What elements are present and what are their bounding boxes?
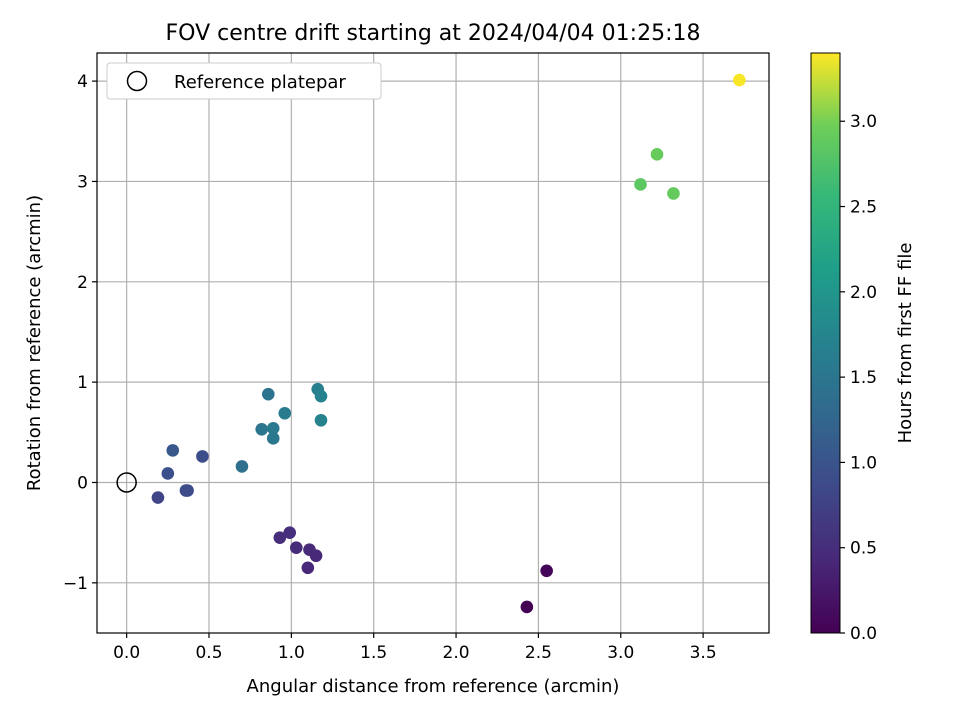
legend: Reference platepar [106,62,382,100]
y-tick-label: −1 [63,574,88,594]
x-tick-label: 1.5 [360,643,387,663]
grid-lines [97,53,769,633]
y-tick-label: 4 [77,72,88,92]
legend-box [106,62,382,100]
data-point [273,531,287,544]
x-tick-label: 1.0 [278,643,305,663]
data-point [303,543,316,557]
y-axis-label: Rotation from reference (arcmin) [24,195,45,491]
data-point [289,541,303,555]
data-point [166,444,180,457]
data-point [650,148,664,161]
data-point [181,484,194,497]
legend-label-reference-platepar: Reference platepar [174,72,346,93]
colorbar: 0.0 0.5 1.0 1.5 2.0 2.5 3.0 Hours from first F… [810,52,916,644]
data-point [520,600,534,614]
colorbar-tick-label: 1.0 [850,453,877,473]
x-tick-label: 0.0 [113,643,140,663]
x-axis-label: Angular distance from reference (arcmin) [247,676,620,697]
data-point [255,422,269,436]
data-point [278,406,292,420]
data-point [540,564,553,578]
data-point [733,73,746,87]
data-point [634,178,647,191]
y-tick-label: 0 [77,473,88,493]
data-point [151,491,165,504]
data-point [235,460,249,473]
colorbar-tick-label: 0.5 [850,539,877,559]
x-axis-ticks: 0.0 0.5 1.0 1.5 2.0 2.5 3.0 3.5 [113,633,717,663]
data-point [667,187,680,200]
x-tick-label: 3.5 [690,643,717,663]
colorbar-label: Hours from first FF file [895,243,916,444]
colorbar-gradient [810,52,841,634]
colorbar-ticks: 0.0 0.5 1.0 1.5 2.0 2.5 3.0 [840,112,877,644]
data-point [283,526,297,539]
x-tick-label: 3.0 [607,643,634,663]
data-point [266,421,280,435]
reference-platepar-marker [116,472,137,493]
colorbar-tick-label: 2.0 [850,283,877,303]
data-point [196,450,209,463]
data-point [314,413,328,427]
y-tick-label: 2 [77,273,88,293]
reference-marker-layer [116,472,137,493]
colorbar-tick-label: 2.5 [850,198,877,218]
data-point [301,561,315,575]
data-point [161,467,175,480]
x-tick-label: 0.5 [195,643,222,663]
colorbar-tick-label: 1.5 [850,368,877,388]
y-tick-label: 1 [77,373,88,393]
data-point [314,389,328,403]
x-tick-label: 2.0 [443,643,470,663]
data-point [261,387,275,401]
colorbar-tick-label: 0.0 [850,624,877,644]
data-point [266,432,280,445]
data-points [151,73,746,614]
legend-reference-marker-icon [126,70,148,92]
x-tick-label: 2.5 [525,643,552,663]
y-axis-ticks: −1 0 1 2 3 4 [63,72,97,594]
plot-frame [96,52,770,634]
y-tick-label: 3 [77,172,88,192]
chart-title: FOV centre drift starting at 2024/04/04 … [166,21,701,46]
colorbar-tick-label: 3.0 [850,112,877,132]
